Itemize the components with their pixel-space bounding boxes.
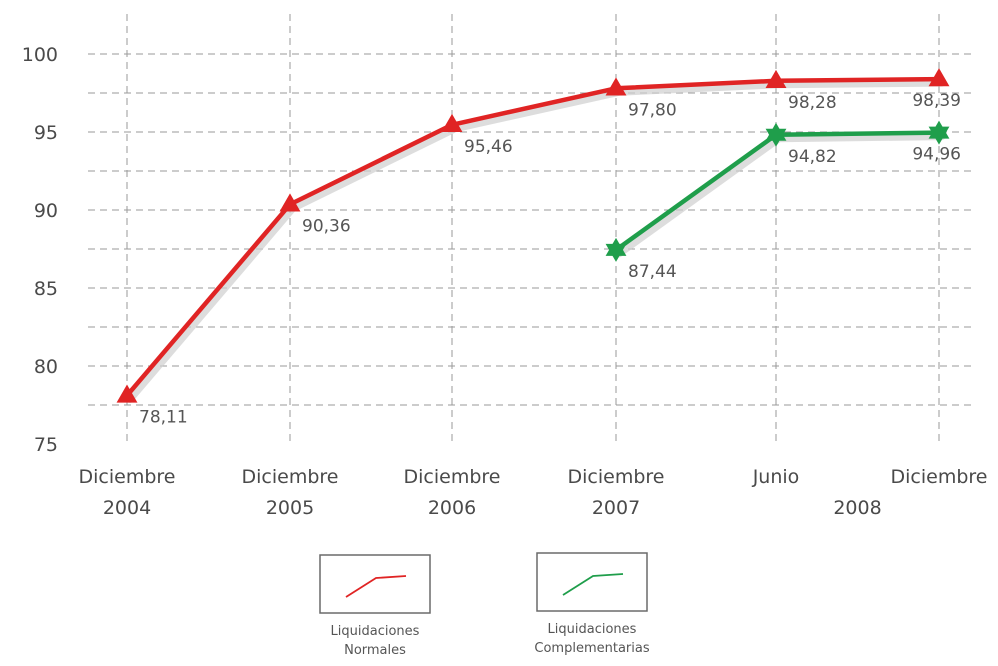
data-point-star [928,126,950,145]
legend-label: Liquidaciones [331,624,420,639]
y-tick-label: 80 [34,356,58,378]
y-tick-label: 75 [34,434,58,456]
x-axis: Diciembre 2004 Diciembre 2005 Diciembre 2006 D… [79,466,988,519]
legend-swatch-line [345,575,407,598]
x-tick-label: Junio [752,466,800,488]
data-label: 94,82 [788,147,837,167]
data-label: 87,44 [628,262,677,282]
series-shadow [615,133,946,258]
data-label: 98,28 [788,93,837,113]
x-tick-label: Diciembre [79,466,176,488]
x-tick-label: Diciembre [242,466,339,488]
x-tick-label: Diciembre [891,466,988,488]
data-label: 95,46 [464,137,513,157]
legend-label: Normales [344,643,406,658]
series-line [124,76,942,398]
x-group-label: 2008 [833,497,881,519]
x-tick-label-year: 2007 [592,497,640,519]
legend-label: Complementarias [534,641,649,656]
legend-swatch-box [319,554,431,614]
x-tick-label-year: 2005 [266,497,314,519]
y-axis: 75 80 85 90 95 100 [22,44,58,456]
data-label: 78,11 [139,407,188,427]
data-label: 90,36 [302,216,351,236]
y-tick-label: 90 [34,200,58,222]
data-point-star [765,128,787,147]
data-label: 94,96 [912,145,961,165]
x-tick-label-year: 2006 [428,497,476,519]
data-label: 98,39 [912,91,961,111]
data-label: 97,80 [628,100,677,120]
data-point-triangle [116,384,138,403]
data-point-triangle [605,77,627,96]
data-point-triangle [279,193,301,212]
legend-swatch-line [562,573,624,596]
x-tick-label: Diciembre [404,466,501,488]
legend-swatch-box [536,552,648,612]
data-point-triangle [441,113,463,132]
x-tick-label-year: 2004 [103,497,151,519]
series-layer: 78,11 90,36 95,46 97,80 98,28 98,39 87,44 94,82… [116,68,961,427]
series-shadow [126,79,946,403]
data-point-triangle [928,68,950,87]
x-tick-label: Diciembre [568,466,665,488]
y-tick-label: 85 [34,278,58,300]
legend-label: Liquidaciones [548,622,637,637]
y-tick-label: 100 [22,44,58,66]
y-tick-label: 95 [34,122,58,144]
grid [88,14,975,444]
data-point-triangle [765,69,787,88]
data-point-star [605,243,627,262]
series-line [613,130,942,253]
legend: Liquidaciones Normales Liquidaciones Comple… [319,552,650,658]
